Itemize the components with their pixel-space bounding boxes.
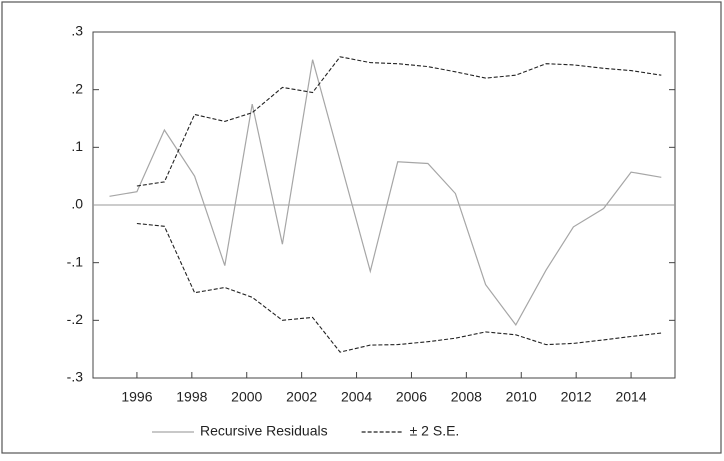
x-tick-label: 1996 [121, 389, 152, 405]
series-line [136, 222, 662, 353]
x-tick-label: 2006 [396, 389, 427, 405]
legend-label: Recursive Residuals [200, 423, 328, 439]
x-tick-label: 2010 [506, 389, 537, 405]
y-tick-label: -.3 [67, 369, 84, 385]
x-tick-label: 2012 [561, 389, 592, 405]
x-tick-label: 2000 [231, 389, 262, 405]
x-tick-label: 2008 [451, 389, 482, 405]
series-line [136, 56, 662, 187]
y-tick-label: -.1 [67, 253, 84, 269]
x-tick-label: 1998 [176, 389, 207, 405]
x-tick-label: 2002 [286, 389, 317, 405]
y-tick-label: .2 [71, 80, 83, 96]
y-tick-label: .0 [71, 196, 83, 212]
series-line [109, 59, 662, 327]
x-tick-label: 2014 [615, 389, 646, 405]
y-tick-label: .3 [71, 23, 83, 39]
y-tick-label: -.2 [67, 311, 84, 327]
legend-label: ± 2 S.E. [410, 423, 460, 439]
outer-frame [1, 1, 722, 454]
y-tick-label: .1 [71, 138, 83, 154]
x-tick-label: 2004 [341, 389, 372, 405]
